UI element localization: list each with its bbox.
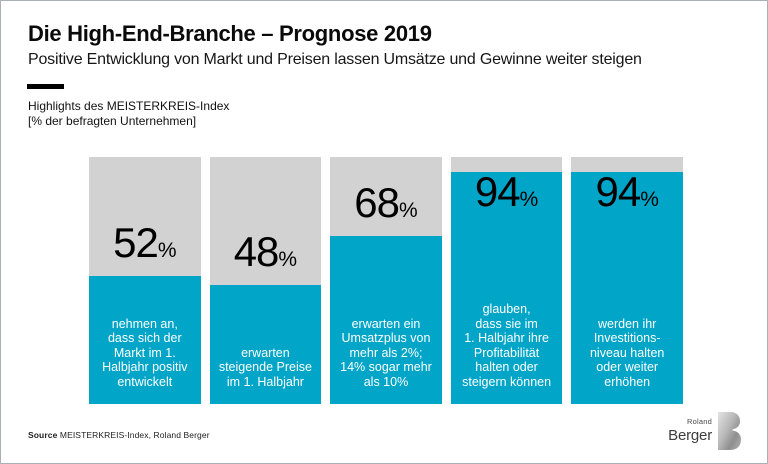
page-subtitle: Positive Entwicklung von Markt und Preis… bbox=[28, 51, 642, 68]
bar-fill bbox=[89, 275, 201, 404]
bar-caption: glauben, dass sie im 1. Halbjahr ihre Pr… bbox=[462, 302, 552, 389]
bar-fill bbox=[450, 171, 563, 404]
logo-b-icon bbox=[718, 412, 741, 450]
bar-fill bbox=[330, 236, 442, 404]
bar-caption: nehmen an, dass sich der Markt im 1. Hal… bbox=[102, 316, 188, 389]
survey-bar: 52% nehmen an, dass sich der Markt im 1. … bbox=[89, 157, 201, 404]
percent-value: 94 bbox=[474, 168, 521, 215]
bar-percent-label: 52% bbox=[89, 218, 201, 266]
page-title: Die High-End-Branche – Prognose 2019 bbox=[28, 21, 432, 46]
percent-value: 52 bbox=[113, 218, 159, 266]
logo-berger-text: Berger bbox=[668, 426, 712, 444]
bar-fill bbox=[209, 285, 322, 404]
percent-sign: % bbox=[157, 238, 177, 262]
bar-caption: erwarten ein Umsatzplus von mehr als 2%;… bbox=[340, 316, 432, 389]
survey-bar: 48% erwarten steigende Preise im 1. Halbj… bbox=[209, 157, 322, 404]
source-label: Source bbox=[28, 430, 58, 440]
source-text: MEISTERKREIS-Index, Roland Berger bbox=[57, 430, 210, 440]
bar-percent-label: 48% bbox=[210, 231, 322, 273]
percent-value: 68 bbox=[354, 179, 400, 227]
logo-roland-text: Roland bbox=[687, 417, 712, 426]
bar-caption: erwarten steigende Preise im 1. Halbjahr bbox=[218, 345, 312, 389]
percent-sign: % bbox=[640, 188, 659, 211]
survey-bar: 94% werden ihr Investitions- niveau halte… bbox=[571, 157, 683, 404]
percent-sign: % bbox=[278, 248, 298, 272]
bar-chart: 52% nehmen an, dass sich der Markt im 1. … bbox=[89, 157, 683, 404]
logo-text: Roland Berger bbox=[668, 418, 712, 443]
survey-bar: 68% erwarten ein Umsatzplus von mehr als … bbox=[330, 157, 442, 404]
bar-percent-label: 94% bbox=[571, 171, 683, 213]
bar-fill bbox=[571, 171, 683, 404]
roland-berger-logo: Roland Berger bbox=[668, 412, 741, 450]
percent-value: 94 bbox=[595, 168, 641, 215]
title-accent-bar bbox=[27, 84, 64, 89]
bar-caption: werden ihr Investitions- niveau halten o… bbox=[589, 316, 665, 389]
percent-sign: % bbox=[519, 188, 539, 211]
bar-percent-label: 94% bbox=[451, 171, 563, 213]
percent-sign: % bbox=[399, 199, 418, 223]
bar-percent-label: 68% bbox=[330, 182, 442, 224]
source-note: Source MEISTERKREIS-Index, Roland Berger bbox=[28, 430, 210, 440]
chart-note: Highlights des MEISTERKREIS-Index [% der… bbox=[28, 99, 230, 128]
survey-bar: 94% glauben, dass sie im 1. Halbjahr ihre… bbox=[450, 157, 563, 404]
percent-value: 48 bbox=[233, 228, 280, 276]
